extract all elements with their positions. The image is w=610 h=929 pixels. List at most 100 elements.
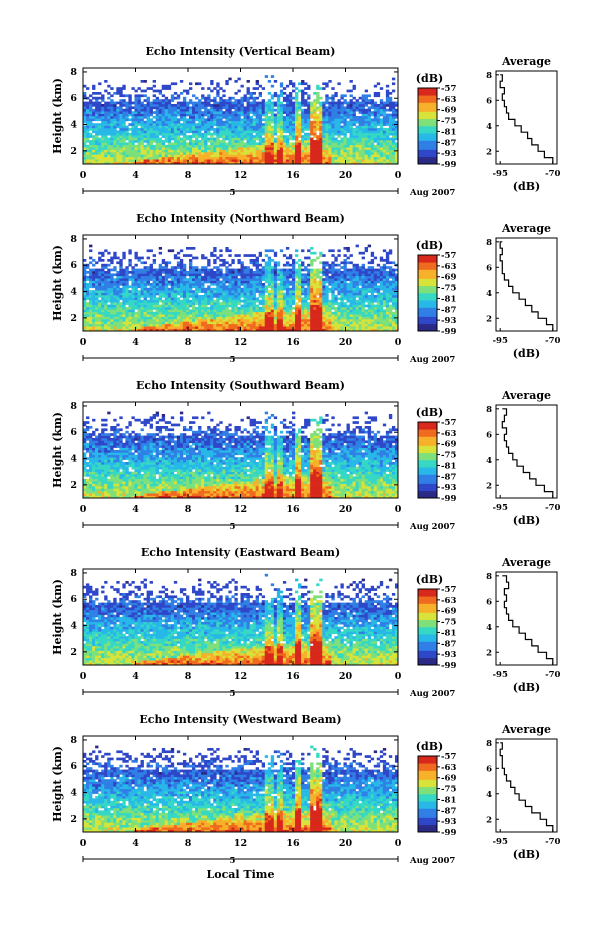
heatmap-cell (337, 132, 341, 136)
heatmap-cell (161, 113, 166, 117)
heatmap-cell (134, 321, 138, 325)
heatmap-cell (173, 266, 178, 269)
heatmap-cell (146, 147, 150, 150)
heatmap-cell (279, 304, 284, 308)
heatmap-cell (264, 287, 269, 291)
heatmap-cell (291, 147, 296, 150)
heatmap-cell (176, 132, 181, 136)
heatmap-cell (185, 135, 190, 138)
heatmap-cell (86, 159, 90, 162)
heatmap-cell (291, 159, 296, 162)
heatmap-cell (131, 130, 135, 134)
heatmap-cell (228, 108, 232, 112)
heatmap-cell (264, 261, 269, 265)
heatmap-cell (131, 156, 135, 160)
heatmap-cell (98, 299, 102, 303)
heatmap-cell (192, 94, 196, 98)
heatmap-cell (243, 268, 247, 272)
heatmap-cell (240, 159, 244, 162)
heatmap-cell (282, 147, 287, 150)
heatmap-cell (219, 140, 223, 143)
heatmap-cell (237, 149, 241, 153)
heatmap-cell (92, 280, 96, 284)
heatmap-cell (113, 101, 117, 105)
heatmap-cell (152, 149, 156, 153)
y-tick-label: 2 (70, 146, 77, 157)
heatmap-cell (295, 96, 299, 100)
heatmap-cell (298, 125, 302, 129)
heatmap-cell (358, 135, 362, 138)
heatmap-cell (176, 104, 181, 107)
heatmap-cell (92, 130, 96, 134)
heatmap-cell (134, 96, 138, 100)
heatmap-cell (204, 295, 208, 298)
heatmap-cell (107, 273, 111, 277)
heatmap-cell (134, 118, 138, 122)
heatmap-cell (207, 287, 211, 291)
heatmap-cell (219, 120, 223, 124)
heatmap-cell (258, 152, 262, 155)
heatmap-cell (234, 120, 238, 124)
heatmap-cell (201, 316, 205, 320)
heatmap-cell (137, 152, 141, 155)
heatmap-cell (128, 316, 132, 320)
heatmap-cell (313, 123, 317, 126)
heatmap-cell (295, 120, 299, 124)
heatmap-cell (276, 111, 281, 114)
heatmap-cell (228, 271, 232, 274)
heatmap-cell (373, 123, 378, 126)
heatmap-cell (391, 161, 396, 165)
heatmap-cell (373, 101, 378, 105)
heatmap-cell (110, 314, 114, 317)
heatmap-cell (222, 94, 226, 98)
heatmap-cell (222, 285, 226, 289)
heatmap-cell (161, 149, 166, 153)
heatmap-cell (134, 125, 138, 129)
heatmap-cell (273, 137, 278, 141)
heatmap-cell (95, 108, 99, 112)
heatmap-cell (149, 101, 153, 105)
heatmap-cell (343, 152, 347, 155)
heatmap-cell (216, 84, 220, 88)
heatmap-cell (258, 307, 262, 310)
heatmap-cell (219, 307, 223, 310)
heatmap-cell (276, 159, 281, 162)
heatmap-cell (394, 101, 399, 105)
heatmap-cell (170, 266, 175, 269)
heatmap-cell (322, 87, 326, 90)
heatmap-cell (204, 314, 208, 317)
heatmap-cell (249, 299, 253, 303)
heatmap-cell (189, 328, 193, 332)
heatmap-cell (319, 135, 323, 138)
heatmap-cell (107, 285, 111, 289)
heatmap-cell (358, 104, 362, 107)
heatmap-cell (125, 299, 129, 303)
colorbar-segment (418, 145, 437, 149)
heatmap-cell (161, 154, 166, 158)
heatmap-cell (201, 311, 205, 315)
heatmap-cell (140, 302, 144, 305)
heatmap-cell (213, 142, 217, 146)
heatmap-cell (276, 304, 281, 308)
heatmap-cell (116, 108, 120, 112)
heatmap-cell (113, 292, 117, 296)
heatmap-cell (291, 283, 296, 286)
heatmap-cell (146, 137, 150, 141)
heatmap-cell (291, 323, 296, 327)
heatmap-cell (119, 116, 123, 119)
heatmap-cell (122, 311, 126, 315)
heatmap-cell (276, 137, 281, 141)
heatmap-cell (270, 290, 275, 293)
heatmap-cell (152, 295, 156, 298)
heatmap-cell (364, 125, 369, 129)
heatmap-cell (249, 319, 253, 322)
heatmap-cell (164, 118, 169, 122)
heatmap-cell (255, 314, 259, 317)
heatmap-cell (279, 309, 284, 313)
heatmap-cell (252, 307, 256, 310)
heatmap-cell (170, 307, 175, 310)
heatmap-cell (328, 137, 332, 141)
heatmap-cell (125, 266, 129, 269)
heatmap-cell (161, 147, 166, 150)
heatmap-cell (276, 290, 281, 293)
